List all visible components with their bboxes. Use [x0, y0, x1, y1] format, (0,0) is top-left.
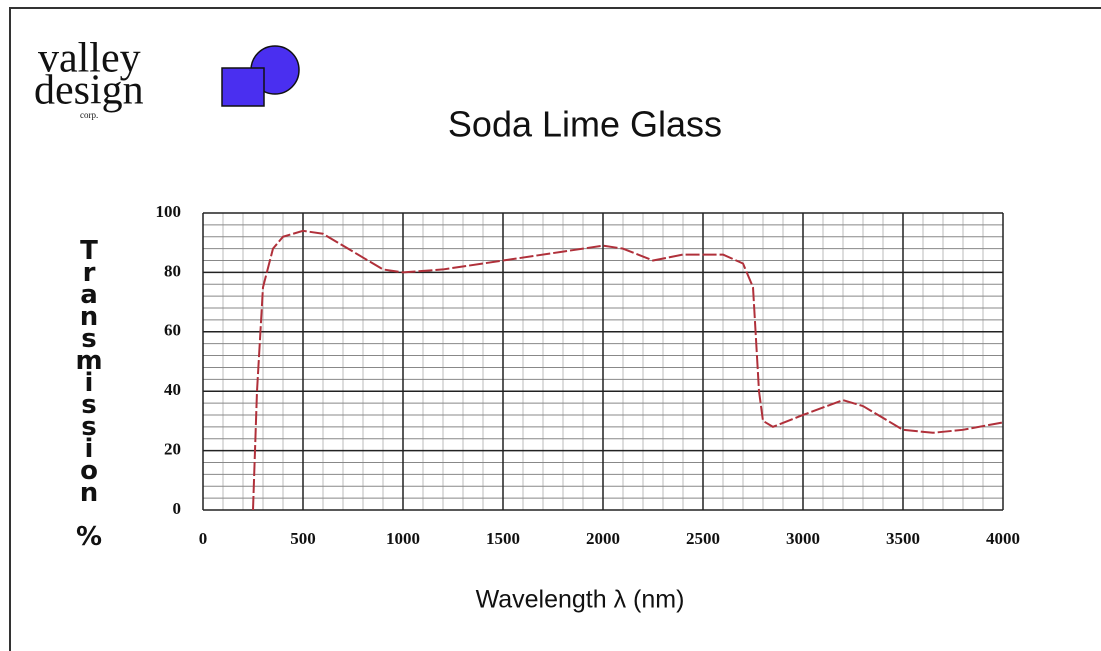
x-tick-label: 2500: [686, 529, 720, 548]
frame: [9, 7, 1101, 651]
x-tick-label: 3000: [786, 529, 820, 548]
x-axis-label: Wavelength λ (nm): [476, 586, 685, 614]
x-tick-label: 4000: [986, 529, 1020, 548]
y-tick-label: 100: [156, 202, 182, 221]
logo-square: [221, 67, 265, 107]
x-tick-label: 1000: [386, 529, 420, 548]
y-tick-label: 20: [164, 440, 181, 459]
y-tick-label: 0: [173, 499, 182, 518]
chart-title: Soda Lime Glass: [448, 104, 722, 145]
y-tick-label: 60: [164, 321, 181, 340]
x-tick-label: 2000: [586, 529, 620, 548]
y-axis-label: Transmission %: [74, 236, 104, 544]
data-line: [252, 229, 1004, 511]
x-tick-label: 3500: [886, 529, 920, 548]
y-tick-label: 40: [164, 380, 181, 399]
logo-text: corp.: [80, 110, 98, 120]
x-tick-label: 1500: [486, 529, 520, 548]
logo: valley design corp.: [34, 36, 300, 120]
logo-text: design: [34, 68, 144, 114]
x-tick-label: 0: [199, 529, 208, 548]
y-tick-label: 80: [164, 261, 181, 280]
x-tick-label: 500: [290, 529, 316, 548]
logo-text: valley: [38, 36, 141, 82]
